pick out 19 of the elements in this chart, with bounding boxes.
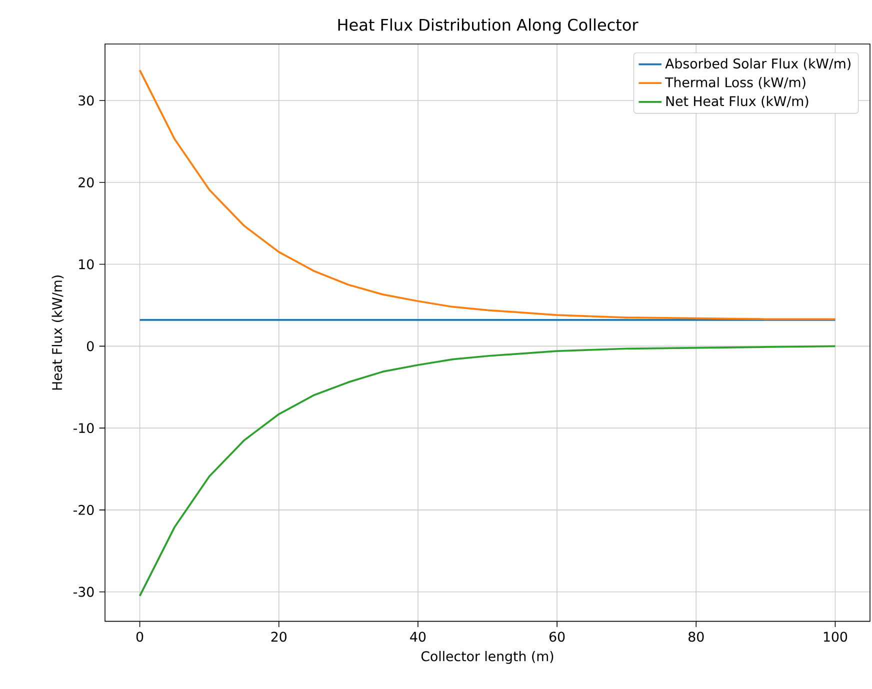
x-tick-label: 80 bbox=[688, 632, 704, 642]
y-tick-label: 0 bbox=[87, 341, 94, 352]
x-tick-label: 60 bbox=[550, 632, 565, 642]
x-axis-title: Collector length (m) bbox=[421, 650, 554, 664]
x-tick-label: 100 bbox=[824, 632, 848, 642]
y-tick-label: 10 bbox=[79, 259, 94, 270]
y-tick-label: -20 bbox=[73, 504, 94, 515]
y-axis-title: Heat Flux (kW/m) bbox=[52, 276, 64, 390]
y-tick-label: -30 bbox=[73, 586, 94, 597]
y-tick-label: 30 bbox=[78, 95, 94, 106]
legend-label: Absorbed Solar Flux (kW/m) bbox=[665, 58, 850, 70]
y-tick-label: -10 bbox=[73, 423, 94, 434]
x-tick-label: 40 bbox=[410, 632, 426, 642]
legend-label: Thermal Loss (kW/m) bbox=[665, 77, 806, 89]
x-tick-label: 20 bbox=[271, 632, 286, 642]
legend-label: Net Heat Flux (kW/m) bbox=[666, 96, 808, 108]
y-tick-label: 20 bbox=[78, 177, 94, 188]
x-tick-label: 0 bbox=[136, 632, 144, 642]
chart-title: Heat Flux Distribution Along Collector bbox=[338, 18, 638, 34]
